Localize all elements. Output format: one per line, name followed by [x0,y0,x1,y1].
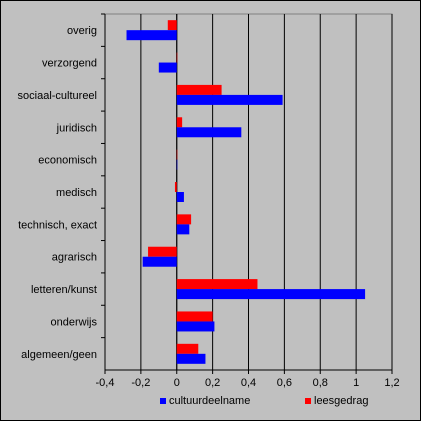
legend: cultuurdeelname leesgedrag [160,395,368,407]
x-tick-label: 0,2 [205,377,220,389]
bar-cultuurdeelname [176,192,184,202]
category-label: letteren/kunst [31,284,97,296]
bar-cultuurdeelname [142,256,177,267]
x-tick-label: 0 [174,377,180,389]
category-label: sociaal-cultureel [18,90,97,102]
bar-cultuurdeelname [176,127,242,138]
category-label: agrarisch [52,252,97,264]
x-tick-label: 0,4 [241,377,256,389]
bar-leesgedrag [176,84,222,95]
bar-cultuurdeelname [176,159,178,170]
bar-leesgedrag [176,149,178,160]
x-tick-label: 0,8 [313,377,328,389]
legend-swatch [305,398,311,404]
category-label: juridisch [56,122,97,134]
bar-leesgedrag [176,117,183,128]
bar-cultuurdeelname [126,30,177,41]
bar-cultuurdeelname [176,224,190,235]
bar-leesgedrag [174,182,177,192]
bar-leesgedrag [176,279,258,290]
category-label: overig [67,25,97,37]
bar-leesgedrag [176,52,178,63]
category-label: economisch [38,155,97,167]
x-axis: -0,4 -0,2 0 0,2 0,4 0,6 0,8 1 1,2 [96,369,400,389]
bar-leesgedrag [148,246,177,257]
legend-label: leesgedrag [314,395,368,407]
x-tick-label: -0,4 [96,377,115,389]
category-label: algemeen/geen [21,349,97,361]
bar-cultuurdeelname [176,353,206,364]
bar-cultuurdeelname [176,94,283,105]
bar-leesgedrag [176,311,213,322]
bar-leesgedrag [167,20,177,31]
bar-cultuurdeelname [176,321,215,332]
legend-swatch [160,398,166,404]
bar-leesgedrag [176,214,192,225]
bars [126,20,366,364]
bar-leesgedrag [176,343,199,354]
category-label: technisch, exact [18,219,97,231]
x-tick-label: -0,2 [131,377,150,389]
category-label: onderwijs [51,316,98,328]
category-label: verzorgend [42,58,97,70]
x-tick-label: 0,6 [277,377,292,389]
category-label: medisch [56,187,97,199]
bar-cultuurdeelname [158,62,177,73]
bar-cultuurdeelname [176,289,366,300]
x-tick-label: 1,2 [384,377,399,389]
legend-label: cultuurdeelname [169,395,250,407]
category-labels: overig verzorgend sociaal-cultureel juridis… [18,13,105,361]
x-tick-label: 1 [353,377,359,389]
